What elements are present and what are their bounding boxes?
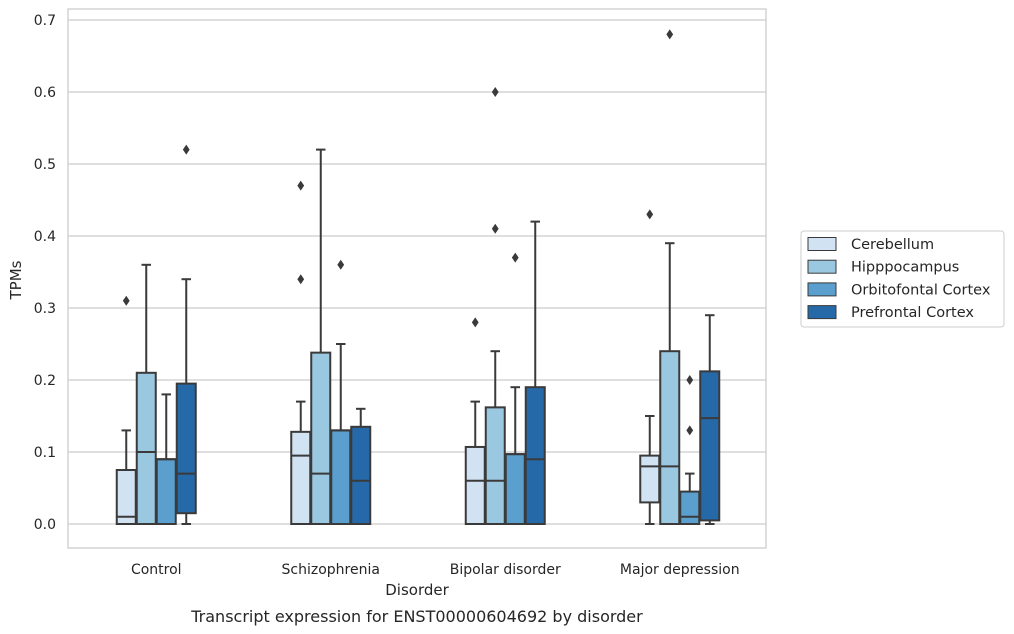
outlier-point: [491, 87, 499, 97]
outlier-point: [337, 259, 345, 270]
box-group: [464, 317, 486, 525]
y-tick-label: 0.4: [34, 229, 56, 245]
outlier-point: [646, 209, 654, 220]
box-iqr: [135, 371, 157, 525]
box-iqr: [330, 429, 352, 525]
outlier-point: [297, 274, 305, 285]
box-group: [155, 393, 177, 526]
y-tick-label: 0.6: [34, 85, 56, 101]
x-tick-label: Schizophrenia: [282, 562, 380, 578]
box-group: [290, 180, 312, 525]
box-group: [115, 295, 137, 525]
box-group: [659, 29, 681, 526]
box-group: [310, 148, 332, 526]
legend-label: Orbitofontal Cortex: [851, 282, 991, 298]
box-plot-series: [115, 29, 721, 526]
y-tick-label: 0.7: [34, 13, 56, 29]
outlier-point: [182, 144, 190, 155]
box-iqr: [659, 350, 681, 526]
chart-caption: Transcript expression for ENST0000060469…: [190, 607, 643, 626]
legend-swatch: [807, 237, 837, 251]
x-tick-label: Major depression: [620, 562, 740, 578]
y-tick-label: 0.0: [34, 517, 56, 533]
y-tick-label: 0.3: [34, 301, 56, 317]
legend-swatch: [807, 305, 837, 320]
x-tick-label: Bipolar disorder: [450, 562, 561, 578]
y-axis-label: TPMs: [7, 260, 25, 300]
box-iqr: [504, 453, 526, 525]
outlier-point: [686, 375, 694, 385]
outlier-point: [666, 29, 674, 40]
legend-label: Prefrontal Cortex: [851, 305, 974, 321]
y-tick-label: 0.2: [34, 373, 56, 389]
box-iqr: [290, 430, 312, 525]
box-group: [330, 259, 352, 525]
outlier-point: [297, 180, 305, 191]
box-iqr: [699, 370, 721, 522]
outlier-point: [511, 252, 519, 263]
y-tick-label: 0.5: [34, 157, 56, 173]
outlier-point: [491, 223, 499, 234]
box-iqr: [464, 445, 486, 525]
x-tick-label: Control: [131, 562, 182, 578]
box-iqr: [679, 490, 701, 526]
box-iqr: [310, 351, 332, 526]
box-iqr: [484, 406, 506, 525]
box-iqr: [639, 454, 661, 504]
legend-label: Hipppocampus: [851, 260, 959, 276]
box-group: [135, 263, 157, 525]
outlier-point: [122, 295, 130, 306]
legend-frame: [800, 230, 1005, 328]
box-group: [175, 144, 197, 525]
box-iqr: [175, 382, 197, 515]
legend-label: Cerebellum: [851, 237, 934, 253]
box-iqr: [155, 458, 177, 526]
plot-frame: [67, 8, 767, 549]
box-group: [524, 220, 546, 526]
box-iqr: [350, 425, 372, 525]
box-group: [504, 252, 526, 525]
x-axis-label: Disorder: [385, 581, 449, 599]
x-tick-labels: Control Schizophrenia Bipolar disorder Majo…: [131, 562, 740, 578]
legend-swatch: [807, 282, 837, 297]
legend-swatch: [807, 259, 837, 274]
y-tick-label: 0.1: [34, 445, 56, 461]
box-group: [639, 209, 661, 525]
box-group: [484, 87, 506, 525]
box-iqr: [524, 386, 546, 526]
box-group: [699, 314, 721, 525]
y-tick-labels: 0.0 0.1 0.2 0.3 0.4 0.5 0.6 0.7: [34, 13, 56, 533]
box-group: [350, 407, 372, 525]
box-group: [679, 375, 701, 526]
outlier-point: [471, 317, 479, 328]
legend: Cerebellum Hipppocampus Orbitofontal Corte…: [800, 230, 1005, 328]
outlier-point: [686, 425, 694, 436]
